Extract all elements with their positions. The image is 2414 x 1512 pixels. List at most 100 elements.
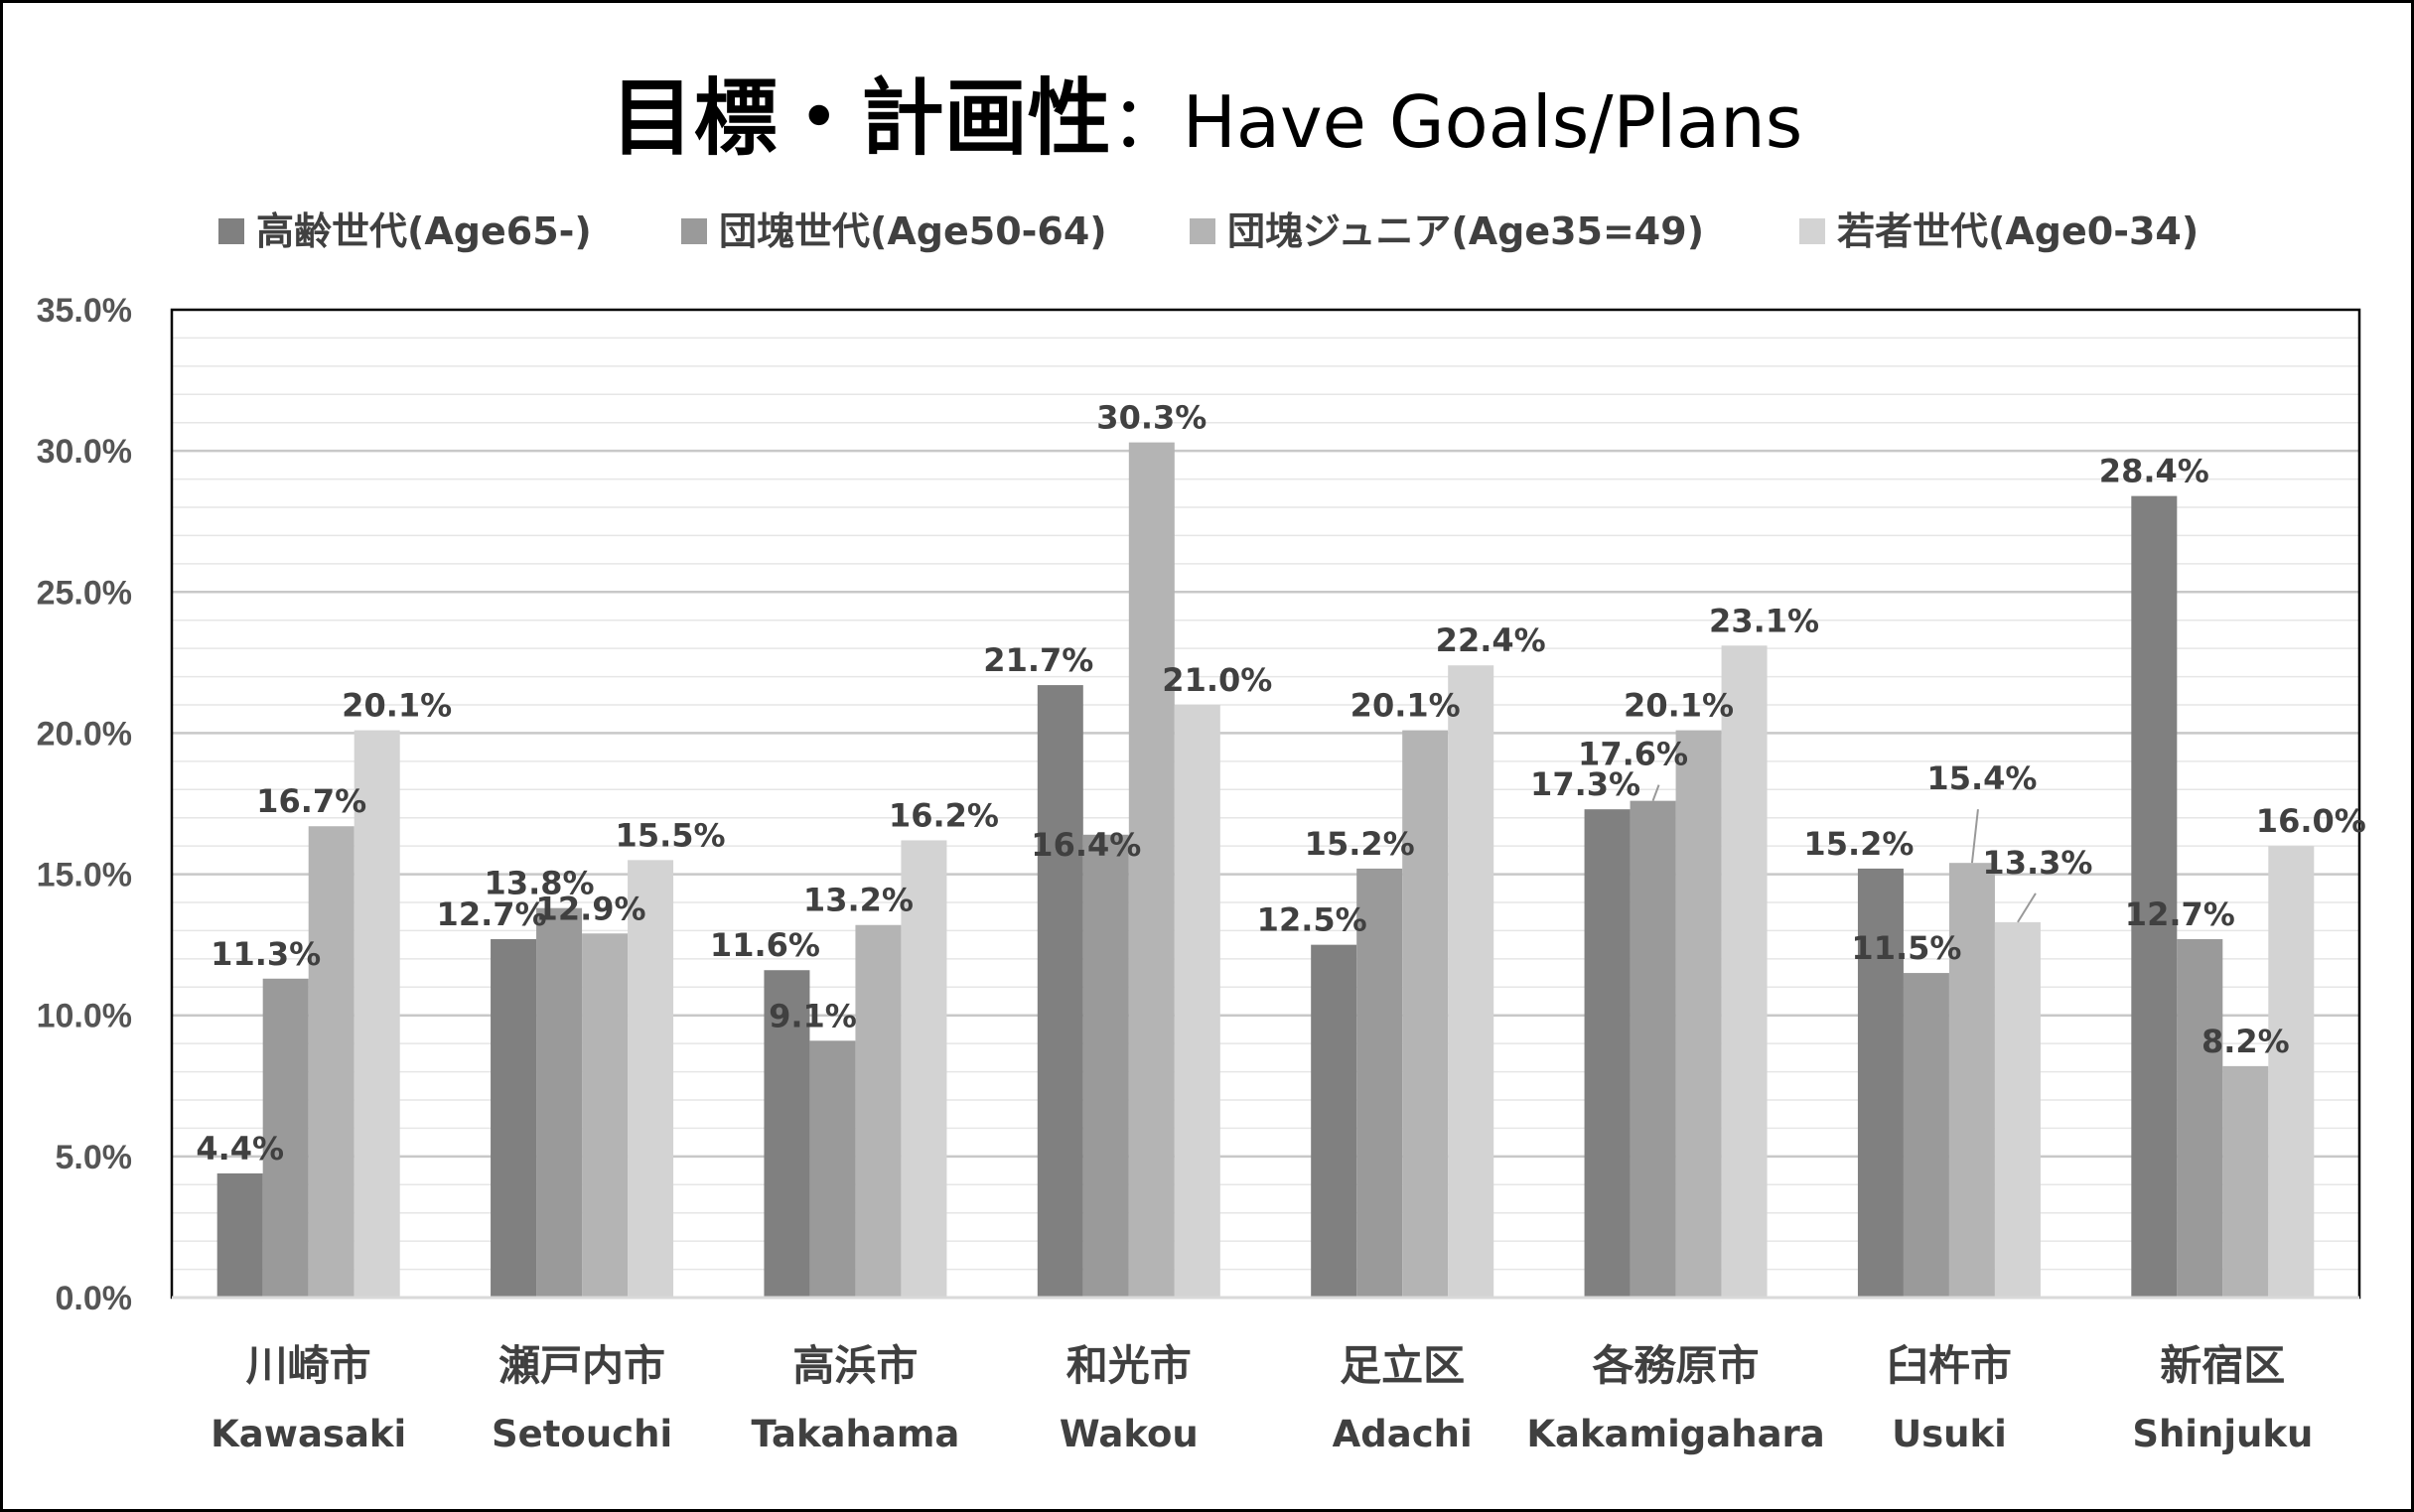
category-label-jp: 臼杵市 <box>1887 1341 2012 1390</box>
chart-title-separator: ： <box>1111 80 1183 164</box>
data-label: 8.2% <box>2201 1023 2290 1060</box>
bar <box>308 826 355 1298</box>
category-label-jp: 新宿区 <box>2160 1341 2285 1390</box>
y-tick-label: 30.0% <box>37 433 132 471</box>
data-label: 4.4% <box>196 1130 284 1168</box>
data-label: 20.1% <box>1624 687 1734 725</box>
data-label: 30.3% <box>1096 399 1207 437</box>
legend-label: 若者世代(Age0-34) <box>1837 209 2199 253</box>
bar <box>628 860 674 1298</box>
bar <box>1174 705 1220 1298</box>
bar <box>491 938 537 1298</box>
bar <box>1675 730 1722 1298</box>
bar <box>855 924 902 1298</box>
data-label: 12.7% <box>437 895 547 933</box>
bar <box>1128 442 1175 1299</box>
bar <box>536 907 583 1298</box>
bar <box>1857 868 1904 1298</box>
category-label-en: Takahama <box>752 1413 960 1455</box>
data-label: 12.9% <box>536 890 646 927</box>
legend-swatch <box>1190 218 1215 244</box>
legend-item: 団塊ジュニア(Age35=49) <box>1190 209 1704 253</box>
label-leader-line <box>1651 784 1660 802</box>
data-label: 9.1% <box>769 997 857 1034</box>
bar <box>1903 973 1949 1298</box>
legend-label: 高齢世代(Age65-) <box>256 209 592 253</box>
data-label: 20.1% <box>1350 687 1461 725</box>
legend-swatch <box>218 218 244 244</box>
data-label: 16.0% <box>2256 802 2366 840</box>
category-label-jp: 和光市 <box>1066 1341 1192 1390</box>
bar <box>1402 730 1449 1298</box>
bar <box>1082 834 1129 1298</box>
label-leader-line <box>1970 809 1979 864</box>
legend-label: 団塊世代(Age50-64) <box>719 209 1107 253</box>
data-label: 22.4% <box>1436 621 1546 659</box>
chart-title-jp: 目標・計画性 <box>611 69 1111 167</box>
data-label: 23.1% <box>1709 602 1819 639</box>
bar <box>2177 938 2223 1298</box>
y-tick-label: 20.0% <box>37 715 132 753</box>
bar <box>2131 495 2178 1299</box>
bars <box>216 442 2315 1299</box>
data-label: 12.5% <box>1257 901 1367 939</box>
bar <box>1994 921 2041 1298</box>
legend-item: 団塊世代(Age50-64) <box>681 209 1107 253</box>
data-label: 15.4% <box>1926 759 2037 797</box>
bar <box>262 978 309 1298</box>
label-leader-line <box>2017 893 2037 923</box>
y-tick-label: 35.0% <box>37 292 132 330</box>
category-label-en: Kakamigahara <box>1526 1413 1824 1455</box>
data-label: 15.5% <box>616 816 726 854</box>
y-tick-label: 25.0% <box>37 574 132 612</box>
category-label-jp: 各務原市 <box>1593 1341 1760 1390</box>
bar <box>2222 1065 2269 1298</box>
bar <box>216 1172 263 1298</box>
bar <box>809 1040 856 1298</box>
chart-subtitle: Have Goals/Plans <box>1183 80 1802 164</box>
y-tick-label: 5.0% <box>56 1139 133 1176</box>
data-label: 17.6% <box>1578 736 1688 773</box>
category-label-en: Shinjuku <box>2132 1413 2313 1455</box>
data-label: 12.7% <box>2125 895 2235 933</box>
legend-swatch <box>1799 218 1825 244</box>
data-label: 15.2% <box>1305 825 1415 863</box>
category-label-jp: 川崎市 <box>246 1341 371 1390</box>
category-label-jp: 瀬戸内市 <box>498 1341 665 1390</box>
x-axis: 川崎市 Kawasaki 瀬戸内市 Setouchi 高浜市 Takahama 和光市 Wak… <box>172 1296 2359 1455</box>
data-label: 16.4% <box>1031 826 1141 864</box>
data-label: 13.8% <box>485 865 595 902</box>
data-label: 11.5% <box>1851 929 1961 967</box>
category-label-en: Kawasaki <box>211 1413 406 1455</box>
y-tick-label: 15.0% <box>37 857 132 894</box>
y-tick-label: 0.0% <box>56 1280 133 1317</box>
data-label: 11.3% <box>211 935 321 973</box>
category-label-en: Wakou <box>1060 1413 1199 1455</box>
bar <box>1037 685 1083 1298</box>
data-label: 16.7% <box>256 782 366 820</box>
data-label: 15.2% <box>1803 825 1914 863</box>
bar <box>1584 809 1631 1298</box>
data-label: 21.0% <box>1162 661 1272 699</box>
legend-item: 若者世代(Age0-34) <box>1799 209 2199 253</box>
bar <box>1630 800 1676 1298</box>
category-label-jp: 高浜市 <box>792 1341 918 1390</box>
bar <box>901 840 947 1298</box>
category-label-jp: 足立区 <box>1340 1341 1465 1390</box>
bar <box>1721 645 1768 1298</box>
legend: 高齢世代(Age65-) 団塊世代(Age50-64) 団塊ジュニア(Age35=4… <box>218 209 2199 253</box>
data-label: 16.2% <box>889 796 999 834</box>
data-labels: 4.4%11.3%16.7%20.1%12.7%13.8%12.9%15.5%1… <box>196 399 2366 1168</box>
legend-item: 高齢世代(Age65-) <box>218 209 592 253</box>
data-label: 13.2% <box>803 882 914 919</box>
chart-title: 目標・計画性：Have Goals/Plans <box>611 69 1803 167</box>
data-label: 13.3% <box>1982 844 2092 882</box>
legend-swatch <box>681 218 707 244</box>
y-tick-label: 10.0% <box>37 998 132 1035</box>
bar <box>1311 944 1357 1298</box>
y-axis: 0.0% 5.0% 10.0% 15.0% 20.0% 25.0% 30.0% 35.0% <box>37 292 132 1317</box>
bar <box>1948 863 1995 1298</box>
category-label-en: Adachi <box>1333 1413 1473 1455</box>
category-label-en: Usuki <box>1892 1413 2007 1455</box>
